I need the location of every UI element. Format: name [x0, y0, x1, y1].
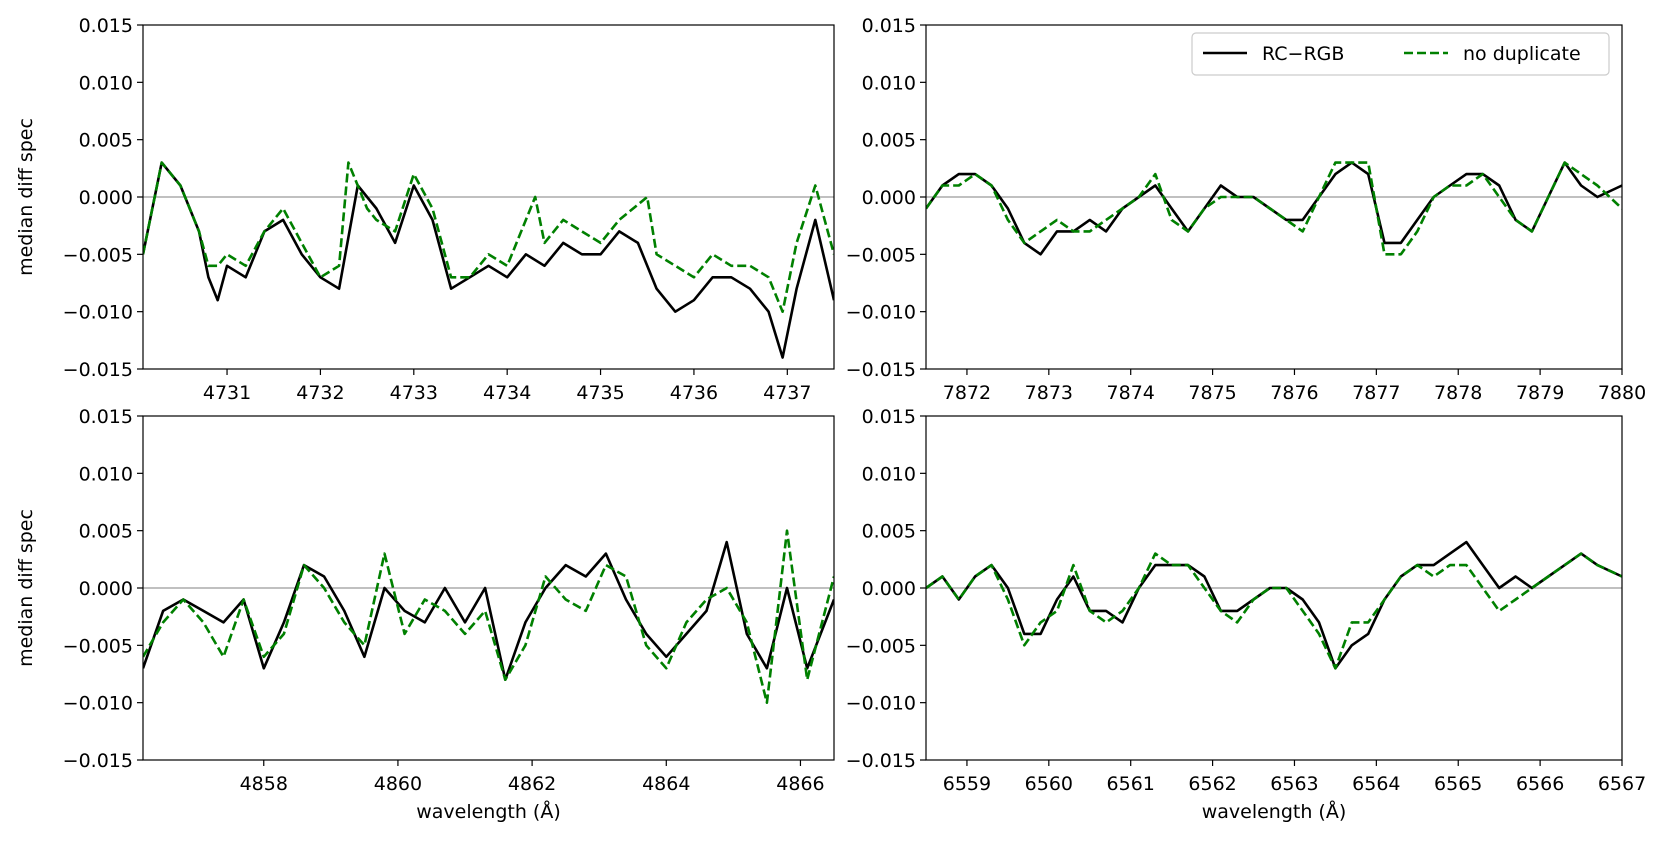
x-tick-label: 6560 [1025, 773, 1073, 795]
x-tick-label: 4866 [776, 773, 824, 795]
y-tick-label: 0.005 [79, 521, 133, 543]
x-tick-label: 6564 [1352, 773, 1400, 795]
y-tick-label: 0.010 [79, 463, 133, 485]
panel-1: 0.015 0.010 0.005 0.000 −0.005 −0.010 −0.015 78… [846, 15, 1647, 404]
x-tick-label: 6563 [1270, 773, 1318, 795]
x-tick-label: 6559 [943, 773, 991, 795]
series-line-rc-rgb [143, 161, 834, 359]
series-line-rc-rgb [926, 161, 1622, 256]
x-tick-label: 4864 [642, 773, 690, 795]
x-tick-label: 6565 [1434, 773, 1482, 795]
legend-label-1: no duplicate [1463, 43, 1581, 65]
y-tick-label: −0.010 [846, 302, 916, 324]
legend-label-0: RC−RGB [1262, 43, 1344, 65]
legend: RC−RGB no duplicate [1191, 32, 1610, 76]
y-axis-label: median diff spec [15, 118, 37, 276]
y-tick-label: −0.015 [63, 359, 133, 381]
x-tick-label: 7877 [1352, 382, 1400, 404]
series-group [926, 161, 1622, 256]
x-axis-label: wavelength (Å) [1202, 800, 1347, 823]
y-tick-label: −0.010 [63, 693, 133, 715]
y-tick-label: 0.015 [79, 406, 133, 428]
y-tick-label: 0.010 [862, 72, 916, 94]
y-tick-label: 0.010 [79, 72, 133, 94]
x-tick-label: 6562 [1188, 773, 1236, 795]
y-tick-label: 0.015 [862, 15, 916, 37]
x-tick-label: 4732 [296, 382, 344, 404]
legend-box [1191, 32, 1610, 76]
x-tick-label: 6561 [1107, 773, 1155, 795]
panels: 0.015 0.010 0.005 0.000 −0.005 −0.010 −0.015 47… [15, 15, 1646, 823]
x-tick-label: 6566 [1516, 773, 1564, 795]
series-line-no-duplicate [143, 529, 834, 705]
y-tick-label: 0.005 [79, 130, 133, 152]
x-tick-label: 6567 [1598, 773, 1646, 795]
x-tick-label: 4735 [576, 382, 624, 404]
x-tick-label: 4731 [203, 382, 251, 404]
y-tick-label: −0.005 [63, 244, 133, 266]
panel-2: 0.015 0.010 0.005 0.000 −0.005 −0.010 −0.015 48… [15, 406, 835, 823]
series-line-no-duplicate [143, 161, 834, 314]
x-tick-label: 7878 [1434, 382, 1482, 404]
y-tick-label: 0.000 [79, 578, 133, 600]
x-tick-label: 4858 [240, 773, 288, 795]
x-tick-label: 7873 [1025, 382, 1073, 404]
x-tick-label: 7874 [1107, 382, 1155, 404]
x-tick-label: 7876 [1270, 382, 1318, 404]
y-tick-label: 0.000 [862, 578, 916, 600]
x-tick-label: 7880 [1598, 382, 1646, 404]
y-tick-label: 0.000 [862, 187, 916, 209]
y-tick-label: −0.005 [846, 244, 916, 266]
y-tick-label: −0.015 [846, 359, 916, 381]
y-tick-label: −0.015 [63, 750, 133, 772]
x-tick-label: 4737 [763, 382, 811, 404]
x-tick-label: 4733 [390, 382, 438, 404]
x-tick-label: 7879 [1516, 382, 1564, 404]
x-tick-label: 7872 [943, 382, 991, 404]
y-tick-label: −0.005 [846, 635, 916, 657]
y-tick-label: 0.000 [79, 187, 133, 209]
series-line-no-duplicate [926, 161, 1622, 256]
series-line-rc-rgb [926, 540, 1622, 670]
y-tick-label: 0.005 [862, 521, 916, 543]
series-line-no-duplicate [926, 552, 1622, 670]
x-tick-label: 7875 [1188, 382, 1236, 404]
series-group [926, 540, 1622, 670]
y-tick-label: −0.010 [63, 302, 133, 324]
series-group [143, 529, 834, 705]
x-tick-label: 4860 [374, 773, 422, 795]
y-tick-label: −0.015 [846, 750, 916, 772]
x-tick-label: 4862 [508, 773, 556, 795]
y-tick-label: 0.015 [79, 15, 133, 37]
x-axis-label: wavelength (Å) [416, 800, 561, 823]
x-tick-label: 4734 [483, 382, 531, 404]
y-axis-label: median diff spec [15, 509, 37, 667]
series-group [143, 161, 834, 359]
y-tick-label: −0.010 [846, 693, 916, 715]
y-tick-label: −0.005 [63, 635, 133, 657]
panel-0: 0.015 0.010 0.005 0.000 −0.005 −0.010 −0.015 47… [15, 15, 835, 404]
panel-3: 0.015 0.010 0.005 0.000 −0.005 −0.010 −0.015 65… [846, 406, 1647, 823]
y-tick-label: 0.015 [862, 406, 916, 428]
y-tick-label: 0.005 [862, 130, 916, 152]
series-line-rc-rgb [143, 540, 834, 682]
y-tick-label: 0.010 [862, 463, 916, 485]
x-tick-label: 4736 [670, 382, 718, 404]
